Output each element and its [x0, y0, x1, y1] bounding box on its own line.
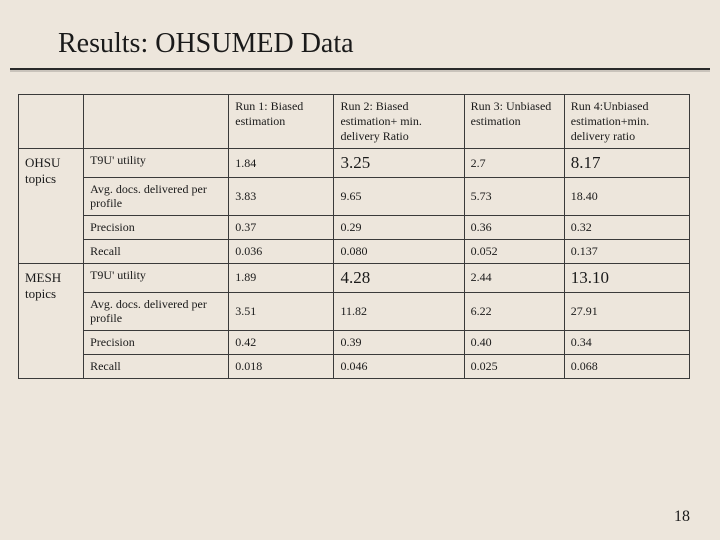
value-cell: 0.29: [334, 215, 464, 239]
value-cell: 9.65: [334, 178, 464, 216]
table-row: Avg. docs. delivered per profile3.839.65…: [19, 178, 690, 216]
metric-cell: Precision: [84, 330, 229, 354]
value-cell: 0.42: [229, 330, 334, 354]
title-region: Results: OHSUMED Data: [0, 0, 720, 66]
value-cell: 18.40: [564, 178, 689, 216]
metric-cell: Avg. docs. delivered per profile: [84, 292, 229, 330]
value-cell: 0.32: [564, 215, 689, 239]
value-cell: 0.37: [229, 215, 334, 239]
value-cell: 1.89: [229, 263, 334, 292]
value-cell: 0.080: [334, 239, 464, 263]
metric-cell: Precision: [84, 215, 229, 239]
metric-cell: Avg. docs. delivered per profile: [84, 178, 229, 216]
header-row: Run 1: Biased estimation Run 2: Biased e…: [19, 95, 690, 149]
value-cell: 1.84: [229, 149, 334, 178]
header-blank-group: [19, 95, 84, 149]
metric-cell: T9U' utility: [84, 149, 229, 178]
results-table-wrap: Run 1: Biased estimation Run 2: Biased e…: [0, 70, 720, 379]
value-cell: 0.068: [564, 354, 689, 378]
value-cell: 27.91: [564, 292, 689, 330]
metric-cell: T9U' utility: [84, 263, 229, 292]
value-cell: 2.7: [464, 149, 564, 178]
group-label: MESH topics: [19, 263, 84, 378]
value-cell: 0.40: [464, 330, 564, 354]
table-row: Precision0.420.390.400.34: [19, 330, 690, 354]
value-cell: 0.036: [229, 239, 334, 263]
value-cell: 5.73: [464, 178, 564, 216]
value-cell: 0.025: [464, 354, 564, 378]
table-row: OHSU topicsT9U' utility1.843.252.78.17: [19, 149, 690, 178]
page-title: Results: OHSUMED Data: [58, 28, 720, 60]
value-cell: 0.39: [334, 330, 464, 354]
value-cell: 11.82: [334, 292, 464, 330]
header-blank-metric: [84, 95, 229, 149]
value-cell: 8.17: [564, 149, 689, 178]
header-run3: Run 3: Unbiased estimation: [464, 95, 564, 149]
value-cell: 0.137: [564, 239, 689, 263]
header-run1: Run 1: Biased estimation: [229, 95, 334, 149]
value-cell: 0.018: [229, 354, 334, 378]
header-run2: Run 2: Biased estimation+ min. delivery …: [334, 95, 464, 149]
value-cell: 6.22: [464, 292, 564, 330]
page-number: 18: [674, 508, 690, 526]
table-row: MESH topicsT9U' utility1.894.282.4413.10: [19, 263, 690, 292]
table-row: Precision0.370.290.360.32: [19, 215, 690, 239]
value-cell: 3.25: [334, 149, 464, 178]
value-cell: 3.51: [229, 292, 334, 330]
value-cell: 13.10: [564, 263, 689, 292]
table-row: Recall0.0360.0800.0520.137: [19, 239, 690, 263]
table-row: Avg. docs. delivered per profile3.5111.8…: [19, 292, 690, 330]
value-cell: 2.44: [464, 263, 564, 292]
results-table: Run 1: Biased estimation Run 2: Biased e…: [18, 94, 690, 379]
value-cell: 0.046: [334, 354, 464, 378]
value-cell: 0.34: [564, 330, 689, 354]
header-run4: Run 4:Unbiased estimation+min. delivery …: [564, 95, 689, 149]
metric-cell: Recall: [84, 239, 229, 263]
value-cell: 3.83: [229, 178, 334, 216]
value-cell: 0.052: [464, 239, 564, 263]
value-cell: 4.28: [334, 263, 464, 292]
metric-cell: Recall: [84, 354, 229, 378]
value-cell: 0.36: [464, 215, 564, 239]
table-row: Recall0.0180.0460.0250.068: [19, 354, 690, 378]
group-label: OHSU topics: [19, 149, 84, 264]
